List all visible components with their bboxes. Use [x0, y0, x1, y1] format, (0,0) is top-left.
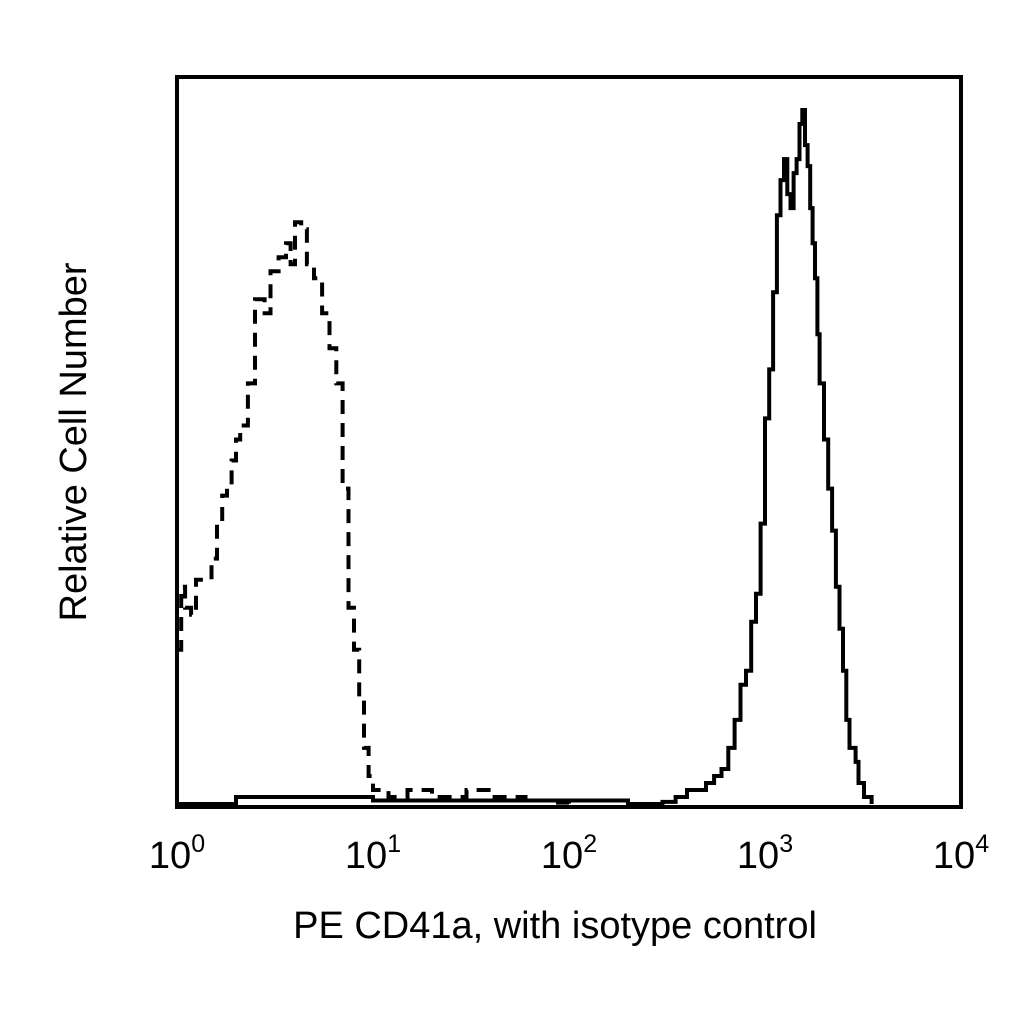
pe-cd41a-histogram: [177, 108, 874, 806]
x-tick-label: 102: [541, 830, 597, 877]
x-tick-exponent: 4: [975, 830, 989, 858]
isotype-control-histogram: [177, 220, 571, 805]
x-tick-base: 10: [933, 835, 975, 877]
x-tick-label: 100: [149, 830, 205, 877]
x-tick-exponent: 1: [387, 830, 401, 858]
y-axis-title: Relative Cell Number: [53, 262, 95, 621]
x-tick-labels: 100 101 102 103 104: [149, 830, 989, 877]
x-axis-title: PE CD41a, with isotype control: [293, 905, 817, 947]
plot-frame: [175, 75, 963, 809]
x-tick-base: 10: [737, 835, 779, 877]
x-tick-exponent: 3: [779, 830, 793, 858]
x-tick-label: 103: [737, 830, 793, 877]
series-layer: [177, 108, 874, 806]
x-tick-label: 104: [933, 830, 989, 877]
x-tick-base: 10: [149, 835, 191, 877]
x-tick-label: 101: [345, 830, 401, 877]
x-tick-exponent: 2: [583, 830, 597, 858]
x-tick-exponent: 0: [191, 830, 205, 858]
x-tick-base: 10: [345, 835, 387, 877]
x-tick-base: 10: [541, 835, 583, 877]
